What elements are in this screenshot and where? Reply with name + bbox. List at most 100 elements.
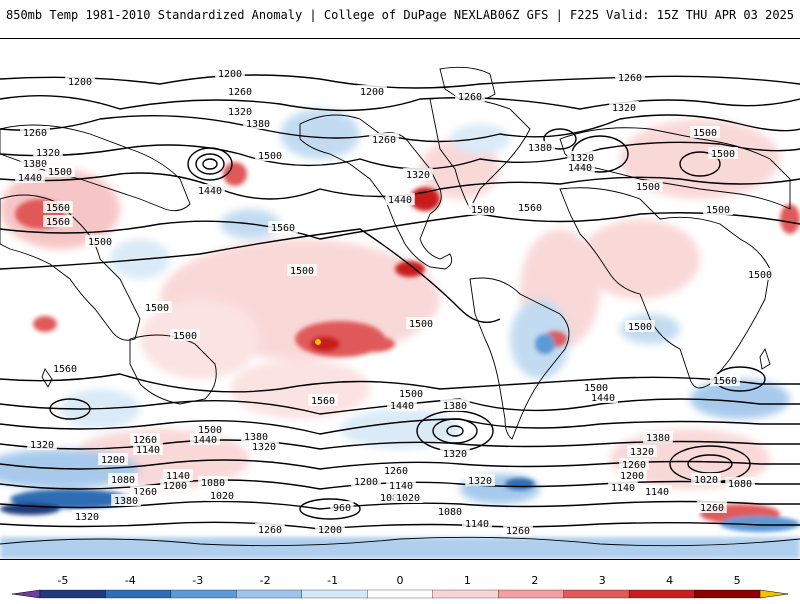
colorbar-tick-label: 1 bbox=[464, 574, 471, 587]
colorbar-tick-label: 0 bbox=[397, 574, 404, 587]
colorbar-tick-label: 2 bbox=[531, 574, 538, 587]
height-label: 1320 bbox=[630, 447, 654, 458]
height-label: 1260 bbox=[133, 435, 157, 446]
height-label: 1440 bbox=[18, 173, 42, 184]
colorbar-swatch bbox=[170, 589, 237, 599]
height-label: 1560 bbox=[46, 217, 70, 228]
height-label: 1260 bbox=[372, 135, 396, 146]
height-label: 1140 bbox=[389, 481, 413, 492]
height-label: 1140 bbox=[136, 445, 160, 456]
colorbar-tick-label: -5 bbox=[57, 574, 68, 587]
colorbar-tick-label: 4 bbox=[666, 574, 673, 587]
height-label: 1380 bbox=[246, 119, 270, 130]
height-label: 1440 bbox=[568, 163, 592, 174]
height-label: 1500 bbox=[748, 270, 772, 281]
colorbar-tick-label: 5 bbox=[734, 574, 741, 587]
height-label: 1560 bbox=[311, 396, 335, 407]
colorbar-tick-label: 3 bbox=[599, 574, 606, 587]
height-label: 1560 bbox=[271, 223, 295, 234]
height-label: 1380 bbox=[114, 496, 138, 507]
colorbar-tick-label: -4 bbox=[125, 574, 136, 587]
colorbar-swatch bbox=[694, 589, 761, 599]
height-label: 1500 bbox=[628, 322, 652, 333]
height-label: 1020 bbox=[694, 475, 718, 486]
height-label: 1320 bbox=[30, 440, 54, 451]
height-label: 1380 bbox=[23, 159, 47, 170]
height-label: 1320 bbox=[443, 449, 467, 460]
height-label: 1320 bbox=[36, 148, 60, 159]
height-label: 1440 bbox=[388, 195, 412, 206]
colorbar-swatches bbox=[11, 589, 789, 599]
height-label: 1560 bbox=[53, 364, 77, 375]
height-label: 1260 bbox=[700, 503, 724, 514]
height-label: 1260 bbox=[458, 92, 482, 103]
height-label: 1020 bbox=[210, 491, 234, 502]
map-title: 850mb Temp 1981-2010 Standardized Anomal… bbox=[6, 8, 498, 22]
colorbar-swatch bbox=[563, 589, 630, 599]
height-label: 1500 bbox=[198, 425, 222, 436]
height-label: 1320 bbox=[570, 153, 594, 164]
colorbar-swatch bbox=[432, 589, 499, 599]
colorbar-swatch bbox=[105, 589, 172, 599]
height-label: 1440 bbox=[198, 186, 222, 197]
height-label: 1260 bbox=[384, 466, 408, 477]
height-label: 1320 bbox=[468, 476, 492, 487]
height-label: 1080 bbox=[201, 478, 225, 489]
header: 850mb Temp 1981-2010 Standardized Anomal… bbox=[0, 0, 800, 38]
colorbar-tick-label: -1 bbox=[327, 574, 338, 587]
height-label: 1200 bbox=[354, 477, 378, 488]
height-label: 1500 bbox=[145, 303, 169, 314]
colorbar-swatch bbox=[367, 589, 433, 599]
model-run-info: 06Z GFS | F225 Valid: 15Z THU APR 03 202… bbox=[497, 8, 794, 22]
height-label: 1080 bbox=[111, 475, 135, 486]
height-label: 1500 bbox=[399, 389, 423, 400]
height-label: 1560 bbox=[713, 376, 737, 387]
height-label: 1200 bbox=[101, 455, 125, 466]
colorbar-swatch bbox=[236, 589, 302, 599]
height-label: 1440 bbox=[193, 435, 217, 446]
colorbar-tick-label: -2 bbox=[260, 574, 271, 587]
height-label: 1200 bbox=[218, 69, 242, 80]
height-label: 1200 bbox=[620, 471, 644, 482]
colorbar-swatch bbox=[301, 589, 368, 599]
height-label: 1080 bbox=[380, 493, 404, 504]
colorbar-swatch bbox=[498, 589, 564, 599]
anomaly-map[interactable]: 1200 1200 1200 1260 1260 1260 1320 1380 1260 1320… bbox=[0, 38, 800, 560]
height-label: 1320 bbox=[228, 107, 252, 118]
height-label: 1200 bbox=[68, 77, 92, 88]
height-label: 1380 bbox=[244, 432, 268, 443]
height-label: 1200 bbox=[163, 481, 187, 492]
height-label: 1500 bbox=[584, 383, 608, 394]
height-label: 1260 bbox=[23, 128, 47, 139]
height-label: 1140 bbox=[645, 487, 669, 498]
height-label: 1380 bbox=[646, 433, 670, 444]
colorbar-ticks: -5 -4 -3 -2 -1 0 1 2 3 4 5 bbox=[57, 574, 740, 587]
height-label: 1140 bbox=[166, 471, 190, 482]
height-label: 1560 bbox=[518, 203, 542, 214]
colorbar-swatch bbox=[39, 589, 106, 599]
height-label: 1500 bbox=[173, 331, 197, 342]
height-label: 1200 bbox=[360, 87, 384, 98]
colorbar-swatch bbox=[628, 589, 695, 599]
height-label: 1500 bbox=[636, 182, 660, 193]
colorbar-tick-label: -3 bbox=[192, 574, 203, 587]
height-label: 1380 bbox=[528, 143, 552, 154]
height-label: 1260 bbox=[618, 73, 642, 84]
height-label: 1500 bbox=[290, 266, 314, 277]
anomaly-colorbar: -5 -4 -3 -2 -1 0 1 2 3 4 5 bbox=[0, 565, 800, 600]
height-label: 1560 bbox=[46, 203, 70, 214]
height-label: 1440 bbox=[591, 393, 615, 404]
height-label: 1440 bbox=[390, 401, 414, 412]
height-label: 1200 bbox=[318, 525, 342, 536]
height-label: 1260 bbox=[133, 487, 157, 498]
height-label: 1260 bbox=[622, 460, 646, 471]
height-label: 1500 bbox=[693, 128, 717, 139]
height-label: 1500 bbox=[258, 151, 282, 162]
height-label: 1260 bbox=[506, 526, 530, 537]
height-label: 1260 bbox=[258, 525, 282, 536]
coastlines bbox=[0, 66, 800, 547]
height-label: 1500 bbox=[711, 149, 735, 160]
height-label: 1500 bbox=[471, 205, 495, 216]
